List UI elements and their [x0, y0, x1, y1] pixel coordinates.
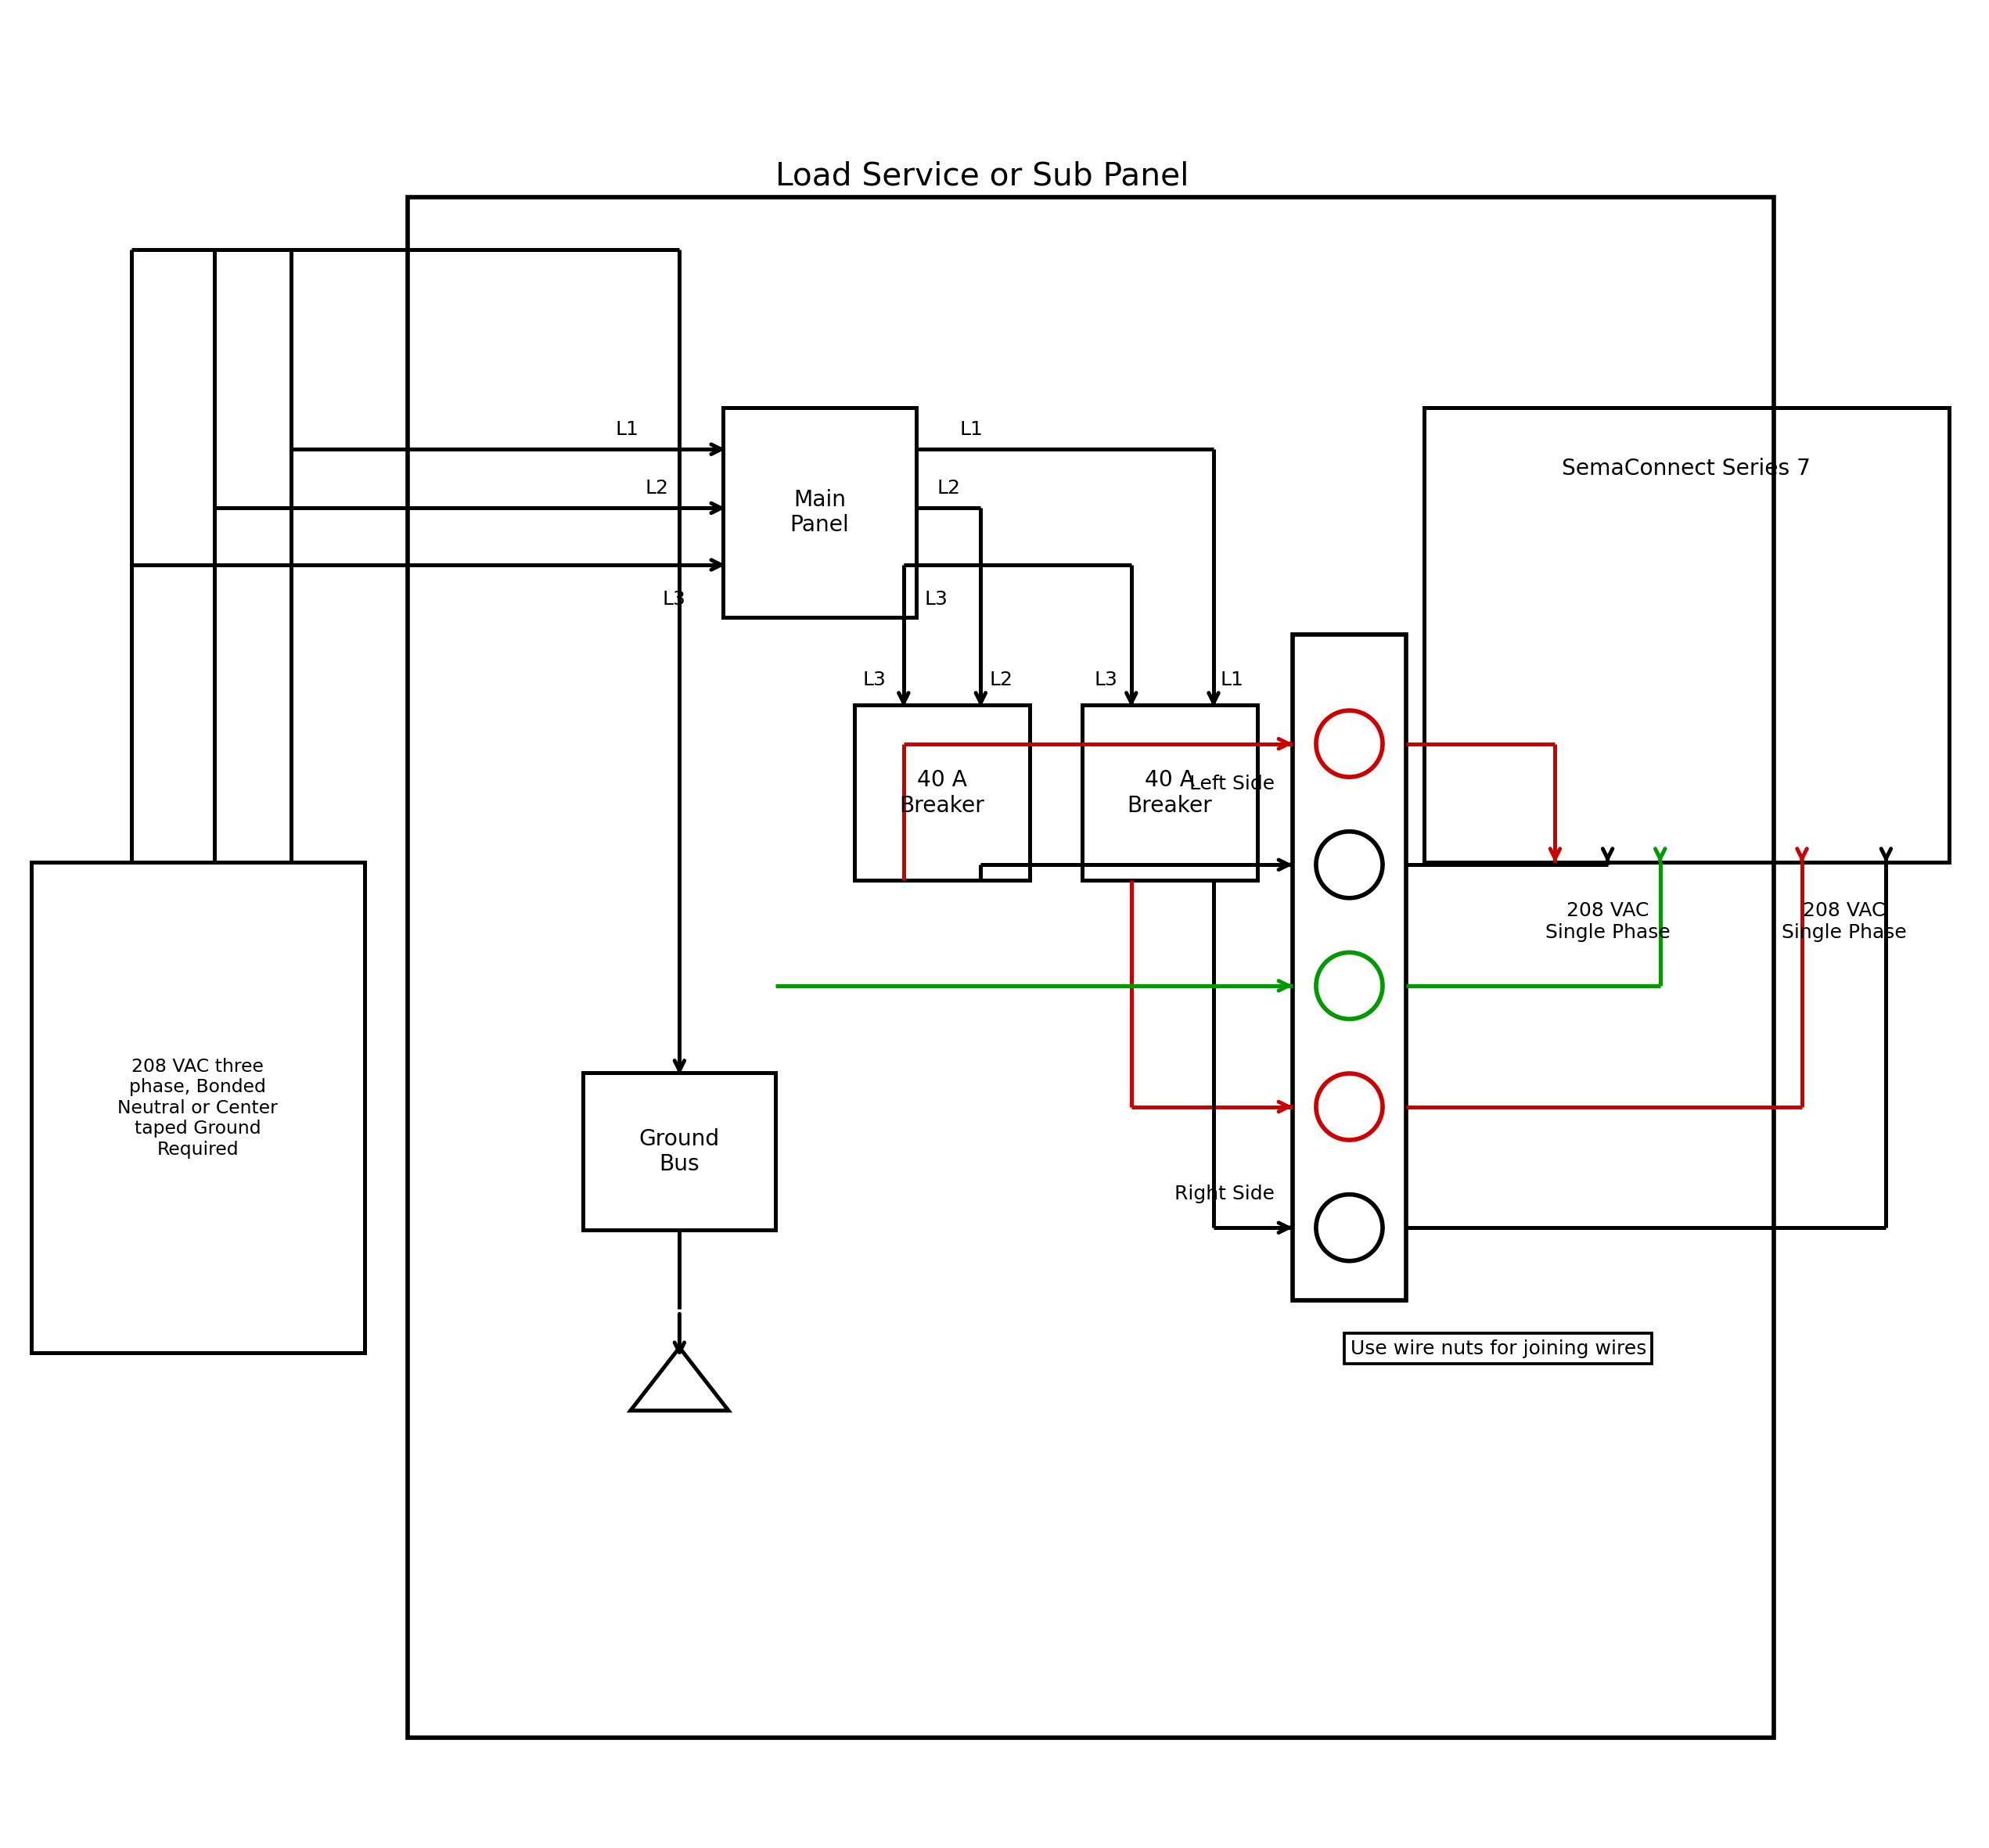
- Text: 208 VAC three
phase, Bonded
Neutral or Center
taped Ground
Required: 208 VAC three phase, Bonded Neutral or C…: [117, 1057, 278, 1159]
- Bar: [583, 1074, 776, 1231]
- Text: Right Side: Right Side: [1174, 1185, 1275, 1203]
- Text: L2: L2: [937, 479, 961, 497]
- Text: Load Service or Sub Panel: Load Service or Sub Panel: [776, 161, 1187, 192]
- Text: L1: L1: [1221, 671, 1243, 689]
- Text: Main
Panel: Main Panel: [790, 490, 849, 536]
- Text: L3: L3: [662, 590, 686, 608]
- Bar: [724, 408, 915, 617]
- Text: L3: L3: [1094, 671, 1118, 689]
- Text: L3: L3: [925, 590, 949, 608]
- Bar: [855, 706, 1030, 880]
- Text: L2: L2: [644, 479, 668, 497]
- Bar: [408, 198, 1774, 1739]
- Text: L1: L1: [959, 419, 983, 440]
- Text: 40 A
Breaker: 40 A Breaker: [1128, 769, 1211, 817]
- Text: L3: L3: [863, 671, 885, 689]
- Text: 208 VAC
Single Phase: 208 VAC Single Phase: [1545, 902, 1671, 942]
- Text: L1: L1: [615, 419, 638, 440]
- Bar: [1293, 636, 1406, 1301]
- Text: Ground
Bus: Ground Bus: [638, 1127, 720, 1175]
- Bar: [1082, 706, 1257, 880]
- Text: Use wire nuts for joining wires: Use wire nuts for joining wires: [1351, 1340, 1645, 1358]
- Bar: [1424, 408, 1949, 863]
- Text: 208 VAC
Single Phase: 208 VAC Single Phase: [1782, 902, 1905, 942]
- Text: L2: L2: [989, 671, 1012, 689]
- Text: 40 A
Breaker: 40 A Breaker: [899, 769, 985, 817]
- Bar: [32, 863, 364, 1353]
- Text: Left Side: Left Side: [1189, 774, 1275, 793]
- Text: SemaConnect Series 7: SemaConnect Series 7: [1561, 458, 1810, 480]
